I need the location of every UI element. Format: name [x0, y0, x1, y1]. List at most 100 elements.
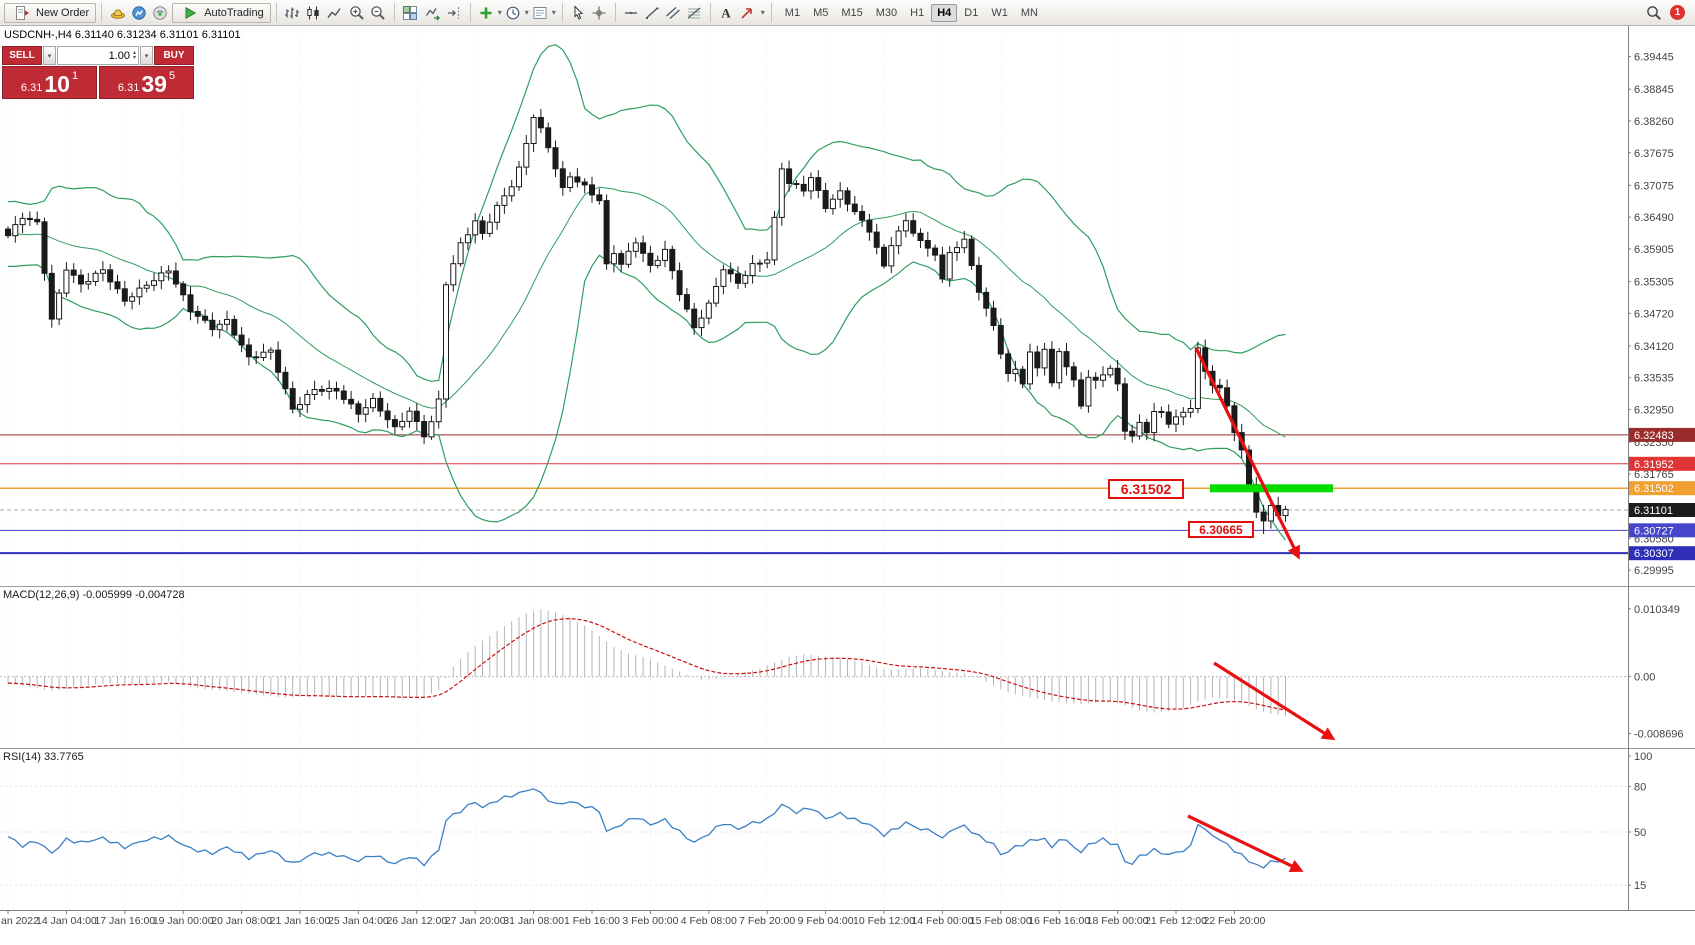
- rsi-panel-plot: 100 80 50 15: [0, 751, 1652, 892]
- sell-dropdown-caret[interactable]: ▾: [43, 46, 56, 65]
- buy-price-button[interactable]: 6.31 39 5: [99, 66, 194, 99]
- trendline-icon[interactable]: [642, 3, 663, 23]
- svg-text:6.30727: 6.30727: [1634, 525, 1674, 537]
- notification-badge[interactable]: 1: [1670, 5, 1685, 20]
- tile-windows-icon[interactable]: [400, 3, 421, 23]
- zoom-group: [347, 3, 389, 23]
- auto-scroll-icon[interactable]: [423, 3, 444, 23]
- svg-text:19 Jan 00:00: 19 Jan 00:00: [153, 915, 214, 927]
- svg-text:6.39445: 6.39445: [1634, 52, 1674, 64]
- svg-text:14 Jan 04:00: 14 Jan 04:00: [36, 915, 97, 927]
- price-annotation-low[interactable]: 6.30665: [1188, 521, 1254, 538]
- periods-icon[interactable]: [503, 3, 524, 23]
- periods-icon-dropdown-caret[interactable]: ▾: [524, 8, 529, 17]
- crosshair-icon[interactable]: [589, 3, 610, 23]
- text-tools-group: A: [716, 3, 758, 23]
- timeframe-m5[interactable]: M5: [807, 4, 834, 22]
- svg-text:18 Feb 00:00: 18 Feb 00:00: [1087, 915, 1149, 927]
- price-annotation-support[interactable]: 6.31502: [1108, 479, 1184, 499]
- timeframe-m30[interactable]: M30: [870, 4, 903, 22]
- toolbar-separator: [275, 3, 277, 22]
- new-order-button[interactable]: New Order: [4, 2, 97, 23]
- svg-text:6.33535: 6.33535: [1634, 373, 1674, 385]
- svg-text:7 Feb 20:00: 7 Feb 20:00: [739, 915, 795, 927]
- cursor-icon[interactable]: [568, 3, 589, 23]
- indicators-icon[interactable]: [476, 3, 497, 23]
- price-badge-6.31952: [1629, 456, 1695, 471]
- svg-text:6.38260: 6.38260: [1634, 116, 1674, 128]
- price-badge-6.31101: [1629, 503, 1695, 517]
- bar-chart-icon[interactable]: [282, 3, 303, 23]
- zoom-in-icon[interactable]: [347, 3, 368, 23]
- svg-text:20 Jan 08:00: 20 Jan 08:00: [211, 915, 272, 927]
- volume-stepper[interactable]: ▴ ▾: [132, 49, 136, 61]
- line-chart-icon[interactable]: [324, 3, 345, 23]
- volume-up-button[interactable]: ▴: [132, 49, 136, 56]
- autotrading-button[interactable]: AutoTrading: [172, 2, 271, 23]
- svg-text:6.36490: 6.36490: [1634, 212, 1674, 224]
- support-zone-bar[interactable]: [1210, 484, 1333, 493]
- toolbar-separator: [469, 3, 471, 22]
- timeframe-h1[interactable]: H1: [904, 4, 930, 22]
- timeframe-h4[interactable]: H4: [931, 3, 958, 22]
- price-badge-6.30727: [1629, 523, 1695, 538]
- arrow-label-icon[interactable]: [737, 3, 758, 23]
- sell-price-point: 1: [71, 70, 79, 82]
- search-icon[interactable]: [1643, 3, 1664, 23]
- templates-icon[interactable]: [530, 3, 551, 23]
- svg-text:17 Jan 16:00: 17 Jan 16:00: [94, 915, 155, 927]
- chart-shift-icon[interactable]: [444, 3, 465, 23]
- svg-text:100: 100: [1634, 751, 1652, 763]
- signals-icon[interactable]: [149, 3, 170, 23]
- price-axis[interactable]: 6.39445 6.38845 6.38260 6.37675 6.37075 6.364…: [1628, 52, 1695, 578]
- indicators-icon-dropdown-caret[interactable]: ▾: [497, 8, 502, 17]
- timeframe-d1[interactable]: D1: [958, 4, 984, 22]
- templates-icon-dropdown-caret[interactable]: ▾: [551, 8, 556, 17]
- macd-trend-arrow[interactable]: [1213, 661, 1336, 741]
- svg-text:31 Jan 08:00: 31 Jan 08:00: [503, 915, 564, 927]
- toolbar-separator: [709, 3, 711, 22]
- scroll-group: [423, 3, 465, 23]
- horizontal-line-icon[interactable]: [621, 3, 642, 23]
- price-trend-arrow[interactable]: [1194, 347, 1300, 560]
- svg-text:6.31952: 6.31952: [1634, 459, 1674, 471]
- sell-price-button[interactable]: 6.31 10 1: [2, 66, 97, 99]
- buy-tab[interactable]: BUY: [154, 46, 194, 65]
- rsi-indicator-label: RSI(14) 33.7765: [3, 751, 84, 763]
- buy-dropdown-caret[interactable]: ▾: [140, 46, 153, 65]
- buy-price-base: 6.31: [117, 82, 140, 94]
- volume-input[interactable]: 1.00 ▴ ▾: [57, 46, 139, 65]
- sell-tab[interactable]: SELL: [2, 46, 42, 65]
- svg-text:0.00: 0.00: [1634, 672, 1655, 684]
- svg-text:6.35905: 6.35905: [1634, 244, 1674, 256]
- trend-arrows[interactable]: [1187, 347, 1336, 872]
- equidistant-channel-icon[interactable]: [663, 3, 684, 23]
- text-icon[interactable]: A: [716, 3, 737, 23]
- zoom-out-icon[interactable]: [368, 3, 389, 23]
- svg-text:6.29995: 6.29995: [1634, 565, 1674, 577]
- rsi-trend-arrow[interactable]: [1187, 814, 1304, 872]
- grid-lines: [7, 28, 1235, 908]
- svg-text:1 Feb 16:00: 1 Feb 16:00: [564, 915, 620, 927]
- timeframe-mn[interactable]: MN: [1015, 4, 1044, 22]
- svg-text:6.31502: 6.31502: [1634, 483, 1674, 495]
- svg-text:A: A: [722, 5, 732, 20]
- timeframe-m1[interactable]: M1: [779, 4, 806, 22]
- timeframe-m15[interactable]: M15: [835, 4, 868, 22]
- svg-text:21 Feb 12:00: 21 Feb 12:00: [1145, 915, 1207, 927]
- svg-text:-0.008696: -0.008696: [1634, 729, 1684, 741]
- timeframe-w1[interactable]: W1: [985, 4, 1014, 22]
- expert-advisor-icon[interactable]: [107, 3, 128, 23]
- svg-text:9 Feb 04:00: 9 Feb 04:00: [798, 915, 854, 927]
- horizontal-price-lines[interactable]: [0, 434, 1628, 555]
- expert-icons-group: [107, 3, 170, 23]
- shapes-dropdown-caret[interactable]: ▾: [760, 8, 765, 17]
- candlestick-chart-icon[interactable]: [303, 3, 324, 23]
- svg-text:10 Feb 12:00: 10 Feb 12:00: [853, 915, 915, 927]
- toolbar-separator: [561, 3, 563, 22]
- svg-text:0.010349: 0.010349: [1634, 604, 1680, 616]
- market-icon[interactable]: [128, 3, 149, 23]
- volume-down-button[interactable]: ▾: [132, 54, 136, 61]
- fibonacci-icon[interactable]: [684, 3, 705, 23]
